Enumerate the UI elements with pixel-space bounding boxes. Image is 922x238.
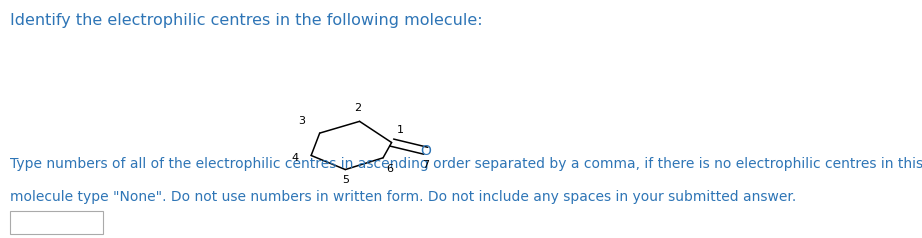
Text: Type numbers of all of the electrophilic centres in ascending order separated by: Type numbers of all of the electrophilic… xyxy=(10,157,922,171)
Text: 2: 2 xyxy=(355,104,361,114)
Text: 1: 1 xyxy=(396,124,404,134)
Text: 3: 3 xyxy=(299,116,305,126)
Text: 6: 6 xyxy=(386,164,394,174)
Text: Identify the electrophilic centres in the following molecule:: Identify the electrophilic centres in th… xyxy=(10,13,482,28)
Text: 7: 7 xyxy=(422,160,430,170)
Text: O: O xyxy=(420,144,431,158)
Text: 4: 4 xyxy=(292,153,299,163)
Text: 5: 5 xyxy=(342,175,349,185)
Text: molecule type "None". Do not use numbers in written form. Do not include any spa: molecule type "None". Do not use numbers… xyxy=(10,189,797,203)
FancyBboxPatch shape xyxy=(10,211,102,234)
